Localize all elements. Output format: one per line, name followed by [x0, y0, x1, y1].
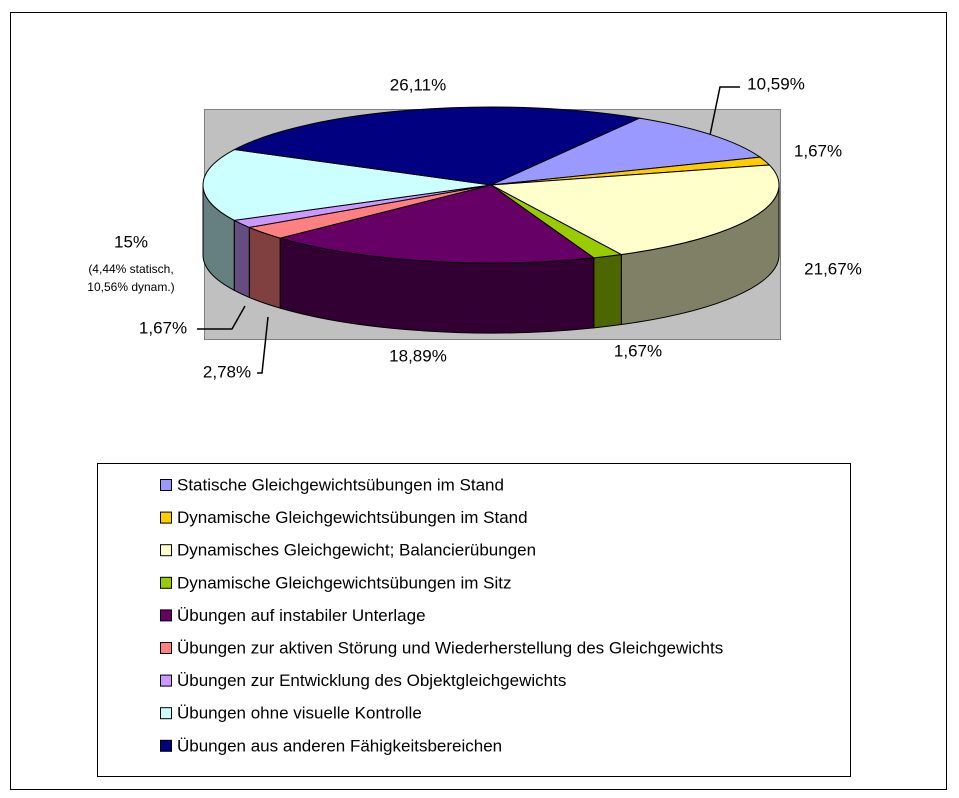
data-label: 2,78% [203, 362, 251, 381]
annotation: 10,56% dynam.) [87, 280, 174, 294]
leader-line [257, 316, 269, 374]
data-label: 26,11% [390, 75, 446, 94]
legend-swatch [160, 609, 172, 622]
legend-label: Übungen zur aktiven Störung und Wiederhe… [177, 638, 723, 657]
leader-line [197, 305, 246, 330]
pie-slice [278, 184, 596, 264]
pie-slice-side [593, 253, 622, 329]
legend-label: Statische Gleichgewichtsübungen im Stand [177, 475, 504, 494]
data-label: 1,67% [139, 318, 187, 337]
legend-swatch [160, 511, 172, 524]
data-label: 1,67% [794, 141, 842, 160]
pie-slice-side [233, 219, 250, 299]
leader-line [709, 86, 740, 136]
pie-slice [490, 117, 762, 186]
legend-label: Dynamische Gleichgewichtsübungen im Sitz [177, 573, 512, 592]
legend-label: Dynamische Gleichgewichtsübungen im Stan… [177, 508, 528, 527]
legend-label: Übungen zur Entwicklung des Objektgleich… [177, 671, 566, 690]
legend-label: Übungen ohne visuelle Kontrolle [177, 704, 422, 723]
leader-lines [197, 86, 740, 374]
legend-box [97, 463, 851, 777]
data-label: 1,67% [614, 341, 662, 360]
pie-slice-side [248, 226, 281, 309]
data-label: 18,89% [389, 346, 447, 365]
data-label: 15% [114, 232, 148, 251]
legend-label: Dynamisches Gleichgewicht; Balancierübun… [177, 541, 536, 560]
legend-swatch [160, 576, 172, 589]
pie-slice [202, 149, 492, 221]
legend-label: Übungen auf instabiler Unterlage [177, 606, 426, 625]
legend-swatch [160, 674, 172, 687]
legend-swatch [160, 707, 172, 720]
pie-slice [489, 164, 780, 256]
legend-label: Übungen aus anderen Fähigkeitsbereichen [177, 736, 502, 755]
legend-swatch [160, 544, 172, 557]
data-label: 21,67% [804, 259, 862, 278]
legend-swatch [160, 642, 172, 654]
annotation: (4,44% statisch, [88, 262, 173, 276]
legend-swatch [160, 479, 172, 491]
legend-swatch [160, 739, 172, 752]
pie-slice [232, 106, 642, 186]
data-label: 10,59% [747, 74, 805, 93]
